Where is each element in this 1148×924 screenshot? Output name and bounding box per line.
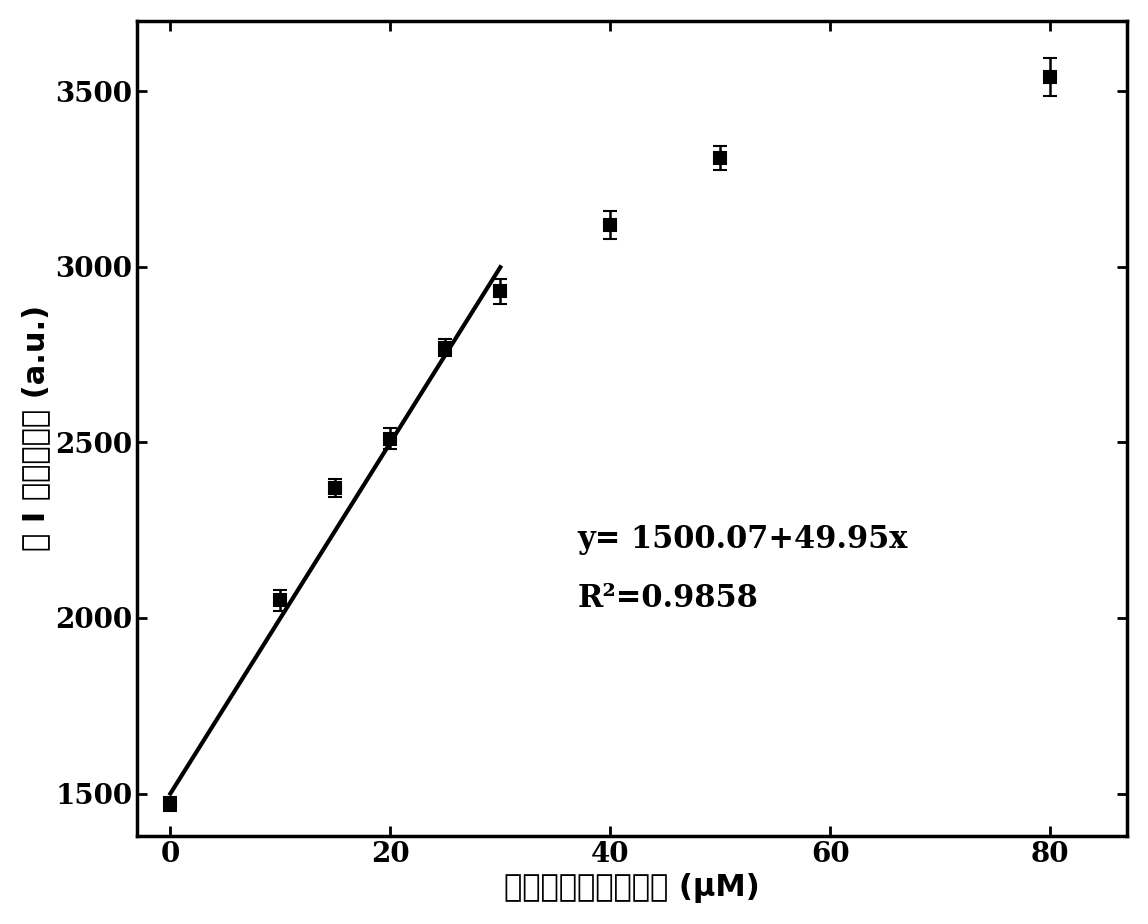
X-axis label: 盐酸普鲁卡因的浓度 (μM): 盐酸普鲁卡因的浓度 (μM) [504, 873, 760, 903]
Text: y= 1500.07+49.95x: y= 1500.07+49.95x [577, 524, 908, 554]
Text: R²=0.9858: R²=0.9858 [577, 583, 758, 614]
Y-axis label: 式 I 的荧光强度 (a.u.): 式 I 的荧光强度 (a.u.) [21, 305, 49, 552]
